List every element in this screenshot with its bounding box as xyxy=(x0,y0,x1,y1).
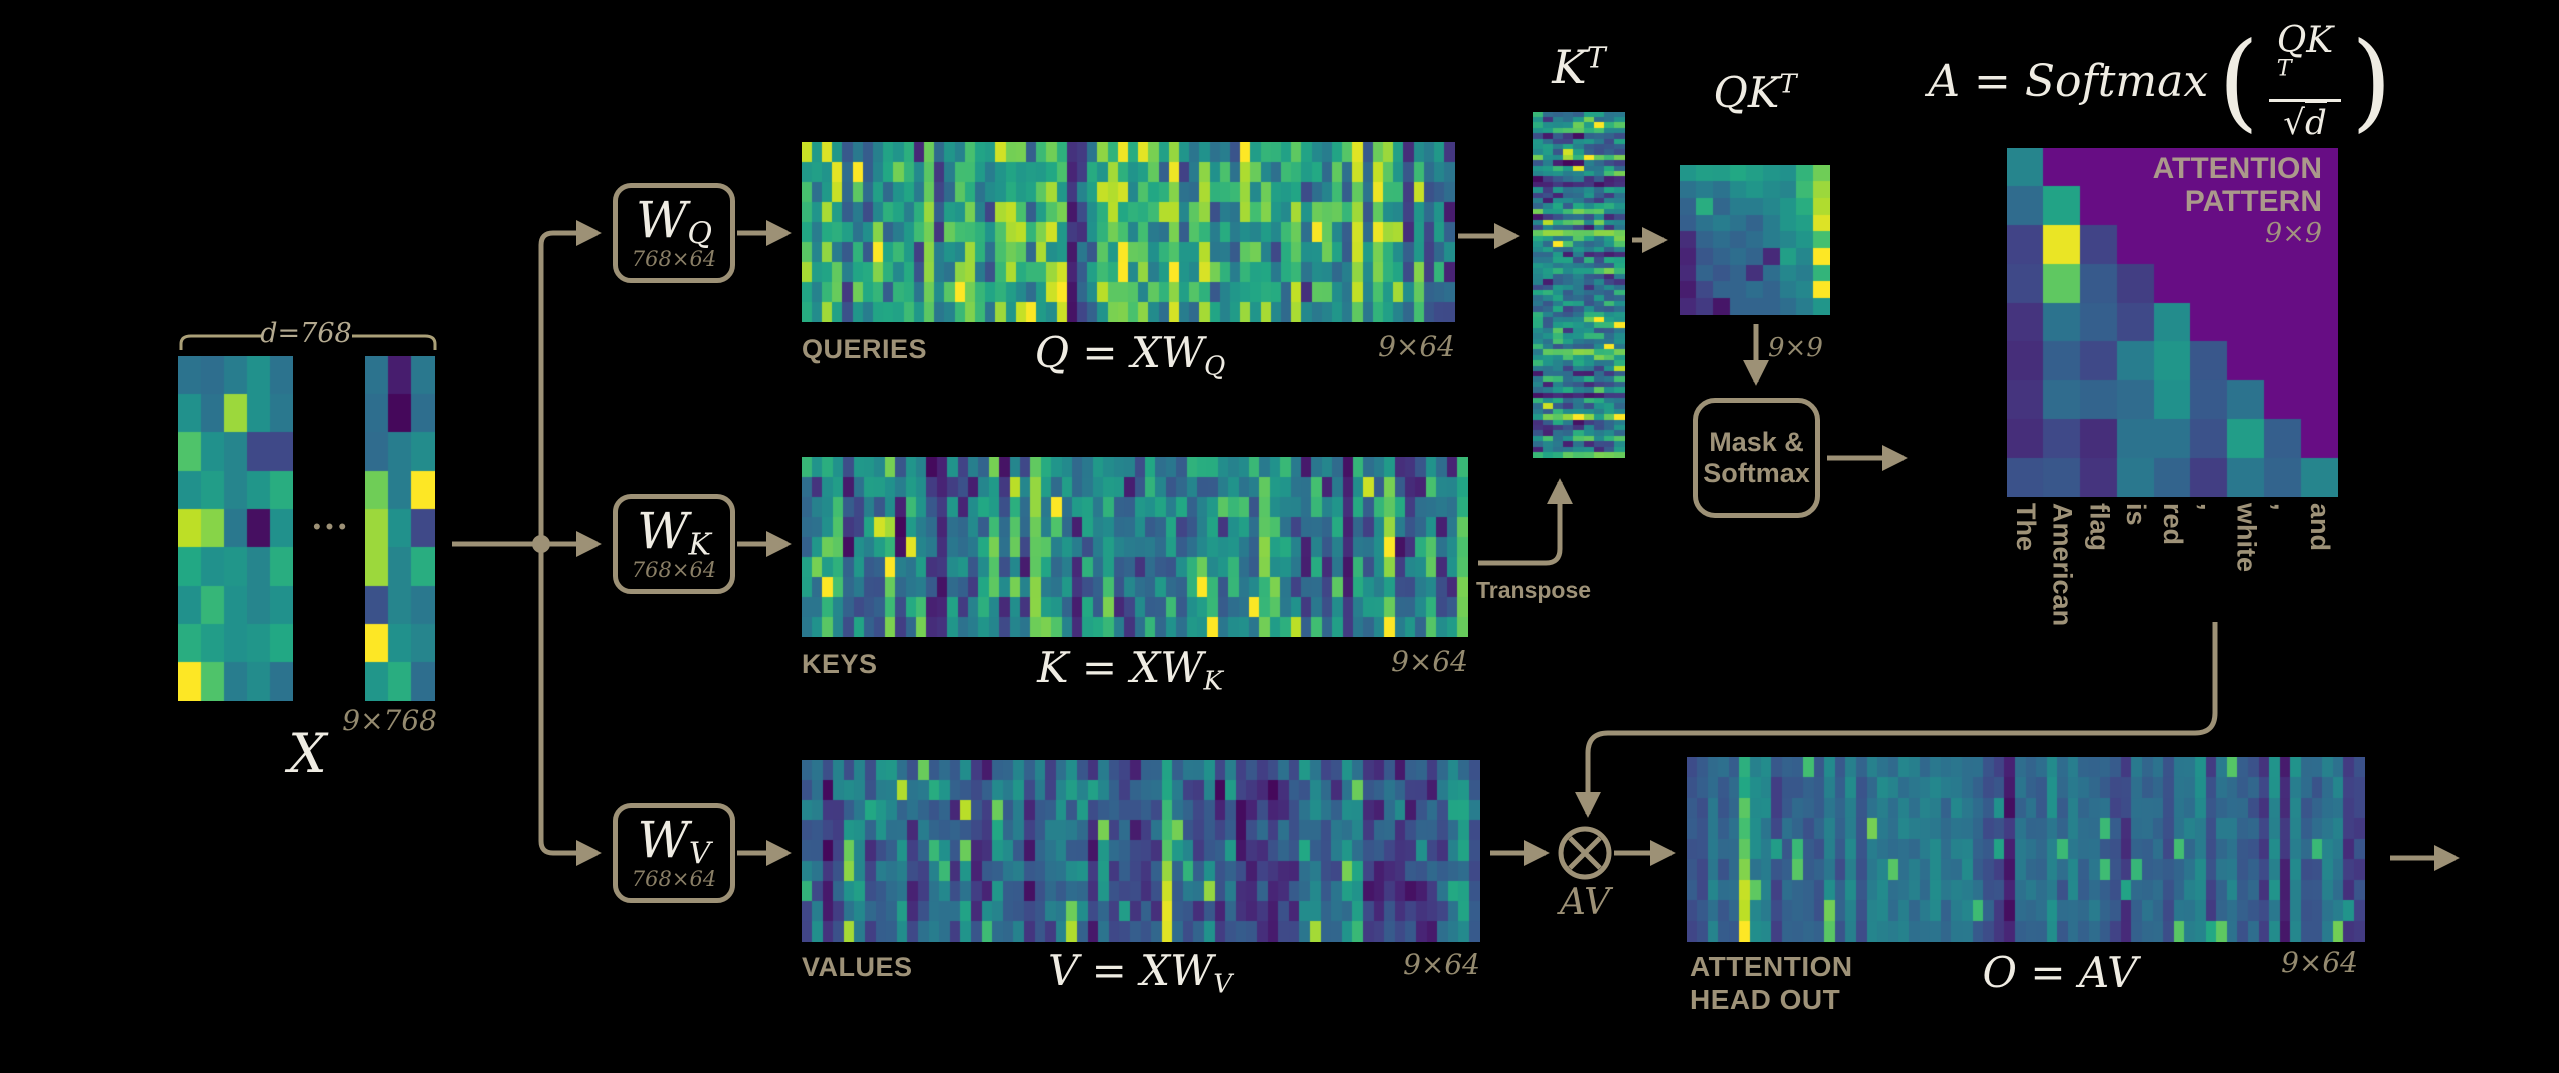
x-matrix-left xyxy=(178,356,293,701)
attention-col-label: and xyxy=(2305,503,2336,552)
keys-heatmap xyxy=(802,457,1468,637)
transpose-label: Transpose xyxy=(1476,577,1592,603)
attention-row-label: white xyxy=(1962,391,2000,409)
attention-row-label: is xyxy=(1988,274,2000,292)
keys-formula: K = XWK xyxy=(1037,643,1223,697)
attention-formula-numerator: QKT xyxy=(2268,22,2342,102)
head-out-label: ATTENTION HEAD OUT xyxy=(1690,950,1853,1016)
attention-formula-lhs: A = Softmax xyxy=(1928,55,2209,107)
values-label: VALUES xyxy=(802,952,913,982)
x-token-label: The xyxy=(140,366,168,384)
attention-col-label: flag xyxy=(2084,503,2115,552)
x-dim-label: d=768 xyxy=(260,318,352,349)
wk-dims: 768×64 xyxy=(631,558,717,582)
wv-dims: 768×64 xyxy=(631,867,717,891)
mask-softmax-line1: Mask & xyxy=(1709,426,1804,457)
attention-col-label: , xyxy=(2194,503,2225,511)
values-heatmap xyxy=(802,760,1480,942)
queries-heatmap xyxy=(802,142,1455,322)
values-formula: V = XWV xyxy=(1047,946,1233,1000)
attention-pattern-caption: ATTENTION PATTERN 9×9 xyxy=(2080,152,2322,249)
wv-box: WV 768×64 xyxy=(613,803,735,903)
transpose-arrow xyxy=(1478,478,1573,566)
attention-row-label: , xyxy=(1995,352,2000,370)
attention-row-label: and xyxy=(1973,468,2000,486)
x-size-label: 9×768 xyxy=(342,704,437,737)
attention-formula-open-paren: ( xyxy=(2218,18,2259,144)
attention-col-label: white xyxy=(2231,503,2262,573)
head-out-size: 9×64 xyxy=(2281,946,2358,979)
keys-label: KEYS xyxy=(802,649,878,679)
attention-pattern-caption-line2: PATTERN xyxy=(2184,185,2322,218)
x-token-label: American xyxy=(100,404,168,422)
wq-box: WQ 768×64 xyxy=(613,183,735,283)
attention-col-label: The xyxy=(2010,503,2041,552)
x-token-label: red xyxy=(144,519,168,537)
x-token-label: white xyxy=(130,596,168,614)
attention-col-label: red xyxy=(2157,503,2188,546)
wv-label: WV xyxy=(637,811,711,872)
attention-pattern-heatmap xyxy=(2007,148,2338,497)
attention-formula-denominator: √d xyxy=(2283,99,2327,143)
head-out-formula: O = AV xyxy=(1982,948,2138,997)
queries-formula: Q = XWQ xyxy=(1034,328,1226,382)
x-token-label: , xyxy=(163,557,168,575)
queries-label: QUERIES xyxy=(802,334,928,364)
attention-row-label: The xyxy=(1972,158,2000,176)
mask-softmax-box: Mask & Softmax xyxy=(1693,398,1820,518)
head-out-heatmap xyxy=(1687,757,2365,942)
attention-col-label: , xyxy=(2268,503,2299,511)
x-token-label: , xyxy=(163,634,168,652)
attention-formula-close-paren: ) xyxy=(2351,18,2392,144)
wq-label: WQ xyxy=(635,191,712,252)
kt-heatmap xyxy=(1533,112,1625,458)
x-matrix-label: X xyxy=(288,722,327,785)
dim-brace-right xyxy=(352,334,437,350)
kt-title: KT xyxy=(1552,40,1606,94)
x-token-label: and xyxy=(141,672,168,690)
x-matrix-right xyxy=(365,356,435,701)
attention-row-label: flag xyxy=(1974,235,2000,253)
qkt-size: 9×9 xyxy=(1768,333,1823,363)
attention-col-label: is xyxy=(2121,503,2152,526)
attention-row-label: red xyxy=(1976,313,2000,331)
x-ellipsis: ••• xyxy=(312,514,352,539)
head-out-label-line1: ATTENTION xyxy=(1690,951,1853,982)
x-token-labels: The American flag is red, white, and xyxy=(20,356,168,701)
x-token-label: flag xyxy=(142,442,168,460)
mask-softmax-line2: Softmax xyxy=(1703,458,1810,488)
av-label: AV xyxy=(1559,882,1611,923)
head-out-label-line2: HEAD OUT xyxy=(1690,984,1841,1016)
attention-col-label: American xyxy=(2047,503,2078,627)
attention-formula: A = Softmax ( QKT √d ) xyxy=(1928,18,2392,144)
wk-box: WK 768×64 xyxy=(613,494,735,594)
matmul-otimes-icon xyxy=(1558,826,1612,880)
attention-row-label: American xyxy=(1932,197,2000,215)
attention-formula-fraction: QKT √d xyxy=(2268,22,2342,143)
queries-size: 9×64 xyxy=(1378,330,1455,363)
attention-pattern-size: 9×9 xyxy=(2265,218,2322,249)
keys-size: 9×64 xyxy=(1391,645,1468,678)
qkt-heatmap xyxy=(1680,165,1830,315)
attention-row-labels: The American flag is red, white, and xyxy=(1812,148,2000,497)
attention-col-labels: The American flag is red, white, and xyxy=(2007,503,2338,643)
attention-to-av-arrow xyxy=(1575,622,2218,818)
qkt-title: QKT xyxy=(1713,68,1797,117)
attention-pattern-caption-line1: ATTENTION xyxy=(2152,152,2322,185)
x-token-label: is xyxy=(156,481,168,499)
wk-label: WK xyxy=(637,502,711,563)
wq-dims: 768×64 xyxy=(631,247,717,271)
attention-row-label: , xyxy=(1995,429,2000,447)
values-size: 9×64 xyxy=(1403,948,1480,981)
dim-brace-left xyxy=(179,334,262,350)
